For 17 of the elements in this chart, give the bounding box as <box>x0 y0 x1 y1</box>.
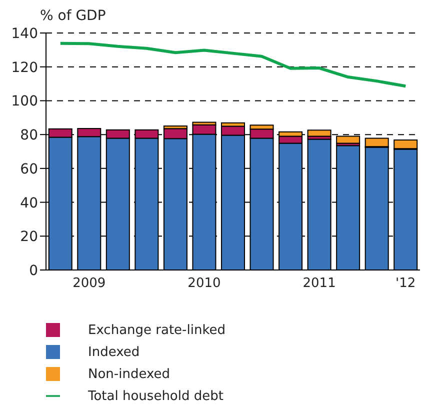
y-tick-label: 100 <box>11 94 38 110</box>
y-tick-label: 20 <box>20 229 38 246</box>
legend-label: Total household debt <box>88 389 224 404</box>
x-tick-label: 2011 <box>302 276 336 292</box>
y-axis-title: % of GDP <box>40 8 106 24</box>
y-tick-label: 0 <box>29 262 38 279</box>
x-tick-label: 2009 <box>72 276 106 292</box>
y-tick-label: 120 <box>11 60 38 76</box>
y-tick-label: 40 <box>20 195 38 212</box>
legend-label: Indexed <box>88 345 140 360</box>
legend-label: Exchange rate-linked <box>88 323 226 338</box>
x-tick-label: '12 <box>396 276 416 292</box>
y-tick-label: 60 <box>20 161 38 178</box>
x-tick-label: 2010 <box>188 276 221 292</box>
y-tick-label: 140 <box>11 26 38 42</box>
y-tick-label: 80 <box>20 128 38 144</box>
legend-label: Non-indexed <box>88 367 170 382</box>
